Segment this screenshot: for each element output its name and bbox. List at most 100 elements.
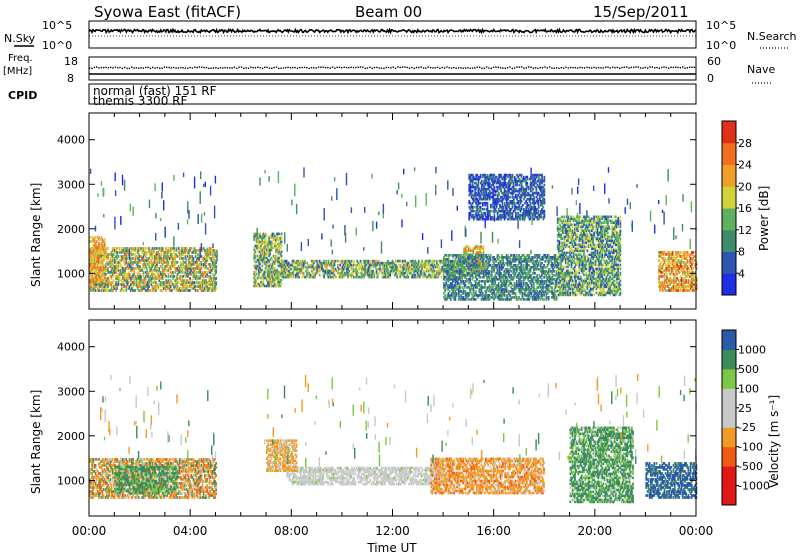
power-cell	[367, 259, 370, 263]
power-cell	[118, 261, 121, 264]
power-cell	[398, 271, 401, 275]
power-cell	[313, 271, 315, 275]
power-cell	[488, 260, 491, 263]
nave-dot	[224, 66, 226, 69]
nave-dot	[679, 67, 682, 69]
power-cell	[396, 259, 398, 263]
power-cell	[363, 273, 365, 277]
power-cell	[403, 271, 405, 275]
power-cell	[112, 271, 115, 274]
power-cell	[175, 283, 178, 286]
power-cell	[339, 271, 342, 275]
power-cell	[173, 257, 175, 260]
power-cell	[188, 267, 190, 270]
power-cell	[191, 279, 194, 282]
power-cell	[480, 272, 483, 275]
power-cell	[109, 265, 112, 268]
nave-dot	[219, 67, 222, 69]
power-cell	[561, 269, 564, 273]
power-cell	[178, 289, 181, 292]
power-cell	[381, 267, 384, 271]
power-cell	[130, 247, 132, 250]
power-cell	[214, 281, 216, 284]
power-cell	[505, 256, 508, 259]
power-cell	[122, 275, 124, 278]
power-cell	[263, 270, 266, 274]
power-cell	[527, 294, 530, 297]
nave-dot	[110, 66, 112, 69]
power-cell	[122, 289, 124, 292]
power-cell	[102, 260, 105, 263]
power-cell	[165, 279, 168, 282]
power-cell	[157, 257, 160, 260]
power-cell	[390, 269, 393, 273]
power-cell	[380, 261, 382, 265]
power-cell	[199, 285, 202, 288]
power-cell	[164, 253, 166, 256]
power-cell	[264, 284, 267, 288]
power-cell	[534, 278, 536, 281]
power-cell	[562, 277, 565, 281]
power-cell	[144, 263, 147, 266]
power-cell	[175, 289, 178, 292]
power-cell	[363, 267, 365, 271]
power-cell	[210, 277, 213, 280]
power-cell	[492, 266, 494, 269]
power-cell	[163, 287, 165, 290]
power-cell	[166, 269, 169, 272]
power-cell	[514, 258, 517, 261]
power-cell	[474, 247, 477, 250]
power-cell	[296, 261, 298, 265]
power-cell	[176, 277, 179, 280]
power-cell	[254, 232, 257, 236]
power-cell	[133, 267, 136, 270]
power-cell	[546, 256, 549, 259]
power-cell	[145, 257, 148, 260]
power-cell	[496, 266, 499, 269]
power-cell	[112, 249, 115, 252]
nave-dot	[623, 66, 625, 68]
power-cell	[291, 271, 294, 275]
power-cell	[372, 273, 375, 277]
power-cell	[397, 267, 400, 271]
power-cell	[289, 267, 291, 271]
power-cell	[111, 249, 114, 252]
power-cell	[533, 264, 535, 267]
power-cell	[480, 294, 483, 297]
power-cell	[89, 236, 91, 239]
power-cell	[172, 273, 174, 276]
power-cell	[503, 280, 506, 283]
power-cell	[316, 265, 319, 269]
power-cell	[101, 262, 104, 265]
power-cell	[546, 292, 549, 295]
power-cell	[143, 281, 146, 284]
power-cell	[170, 249, 173, 252]
power-cell	[119, 263, 122, 266]
power-cell	[148, 289, 150, 292]
power-cell	[93, 289, 96, 292]
power-cell	[545, 256, 548, 259]
power-cell	[262, 246, 265, 250]
power-cell	[462, 260, 465, 263]
power-cell	[530, 260, 533, 263]
power-cell	[104, 249, 107, 252]
power-cell	[95, 285, 98, 288]
power-cell	[148, 279, 150, 282]
power-cell	[93, 268, 96, 271]
power-cell	[535, 296, 538, 299]
power-cell	[571, 217, 574, 221]
power-cell	[170, 281, 173, 284]
power-cell	[253, 252, 256, 256]
power-cell	[276, 268, 278, 272]
power-cell	[560, 285, 563, 289]
power-cell	[426, 269, 429, 273]
power-cell	[298, 267, 301, 271]
power-cell	[502, 258, 505, 261]
power-cell	[562, 225, 565, 229]
power-cell	[145, 273, 148, 276]
power-cell	[165, 257, 168, 260]
power-cell	[523, 258, 526, 261]
power-cell	[513, 264, 516, 267]
power-cell	[457, 282, 460, 285]
power-cell	[110, 251, 113, 254]
